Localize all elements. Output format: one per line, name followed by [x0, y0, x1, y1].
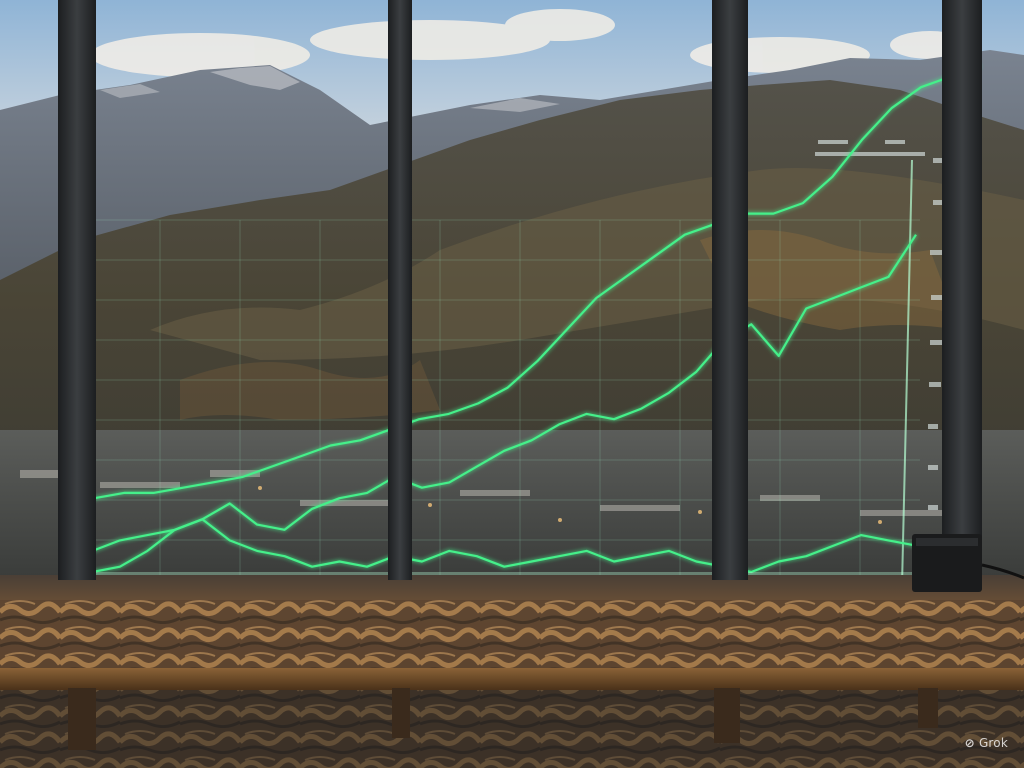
desk-edge — [0, 668, 1024, 690]
chart-series-line-1 — [64, 65, 981, 510]
watermark: ⊘ Grok — [965, 736, 1008, 750]
window-mullion — [58, 0, 96, 580]
watermark-text: Grok — [978, 736, 1008, 750]
chart-series-line-2 — [64, 234, 917, 553]
window-mullion — [942, 0, 982, 540]
chart-series-layer — [64, 65, 981, 574]
window-mullion — [388, 0, 412, 580]
chart-right-axis — [901, 159, 913, 586]
glass-shelf — [60, 572, 920, 576]
window-mullion — [712, 0, 748, 580]
grok-logo-icon: ⊘ — [964, 736, 975, 750]
chart-tick-marks — [815, 140, 949, 510]
desk-device — [912, 534, 1024, 592]
chart-series-line-3 — [65, 518, 917, 574]
